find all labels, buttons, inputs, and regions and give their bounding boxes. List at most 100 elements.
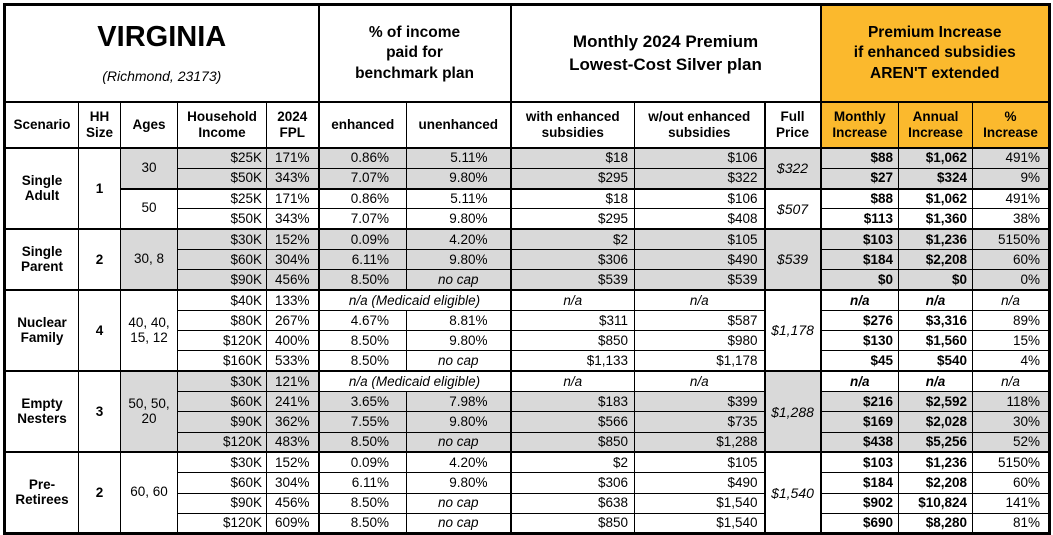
cell-fpl: 241% bbox=[266, 391, 319, 413]
cell-annual-increase: $324 bbox=[898, 167, 973, 190]
cell-fpl: 304% bbox=[266, 472, 319, 494]
cell-income: $30K bbox=[177, 370, 267, 393]
cell-pct-unenhanced: 5.11% bbox=[406, 147, 511, 169]
cell-income: $50K bbox=[177, 167, 267, 190]
cell-fpl: 400% bbox=[266, 330, 319, 352]
cell-pct-enhanced: 6.11% bbox=[317, 248, 407, 271]
cell-pct-enhanced: 8.50% bbox=[317, 492, 407, 514]
cell-annual-increase: $5,256 bbox=[898, 431, 973, 453]
cell-monthly-increase: $438 bbox=[820, 431, 899, 453]
cell-pct-unenhanced: 4.20% bbox=[406, 451, 511, 474]
cell-pct-unenhanced: no cap bbox=[406, 512, 511, 535]
cell-fpl: 483% bbox=[266, 431, 319, 453]
cell-premium-without: n/a bbox=[634, 370, 765, 393]
cell-premium-without: $408 bbox=[634, 208, 765, 230]
cell-pct-increase: 38% bbox=[972, 208, 1050, 230]
cell-pct-unenhanced: 9.80% bbox=[406, 208, 511, 230]
cell-premium-with: $850 bbox=[509, 431, 635, 453]
cell-premium-with: $539 bbox=[509, 269, 635, 291]
cell-annual-increase: $1,062 bbox=[898, 187, 973, 210]
cell-annual-increase: $2,592 bbox=[898, 391, 973, 413]
cell-fpl: 171% bbox=[266, 187, 319, 210]
cell-pct-enhanced: 0.09% bbox=[317, 451, 407, 474]
cell-annual-increase: $540 bbox=[898, 350, 973, 372]
cell-scenario: Nuclear Family bbox=[4, 289, 79, 372]
cell-income: $50K bbox=[177, 208, 267, 230]
cell-premium-without: $539 bbox=[634, 269, 765, 291]
cell-premium-with: $18 bbox=[509, 187, 635, 210]
table-title-cell: VIRGINIA (Richmond, 23173) bbox=[4, 4, 319, 103]
cell-scenario: Pre- Retirees bbox=[4, 451, 79, 535]
cell-pct-increase: 0% bbox=[972, 269, 1050, 291]
cell-fpl: 362% bbox=[266, 411, 319, 433]
cell-monthly-increase: $103 bbox=[820, 228, 899, 250]
state-subtitle: (Richmond, 23173) bbox=[102, 68, 222, 85]
cell-annual-increase: $8,280 bbox=[898, 512, 973, 535]
cell-premium-without: $1,540 bbox=[634, 492, 765, 514]
cell-annual-increase: $3,316 bbox=[898, 309, 973, 332]
cell-pct-increase: 60% bbox=[972, 472, 1050, 494]
cell-premium-without: n/a bbox=[634, 289, 765, 311]
cell-full-price: $507 bbox=[763, 187, 822, 230]
cell-pct-enhanced: 8.50% bbox=[317, 350, 407, 372]
cell-premium-with: $295 bbox=[509, 167, 635, 190]
cell-pct-increase: 30% bbox=[972, 411, 1050, 433]
table-row: $120K 483% 8.50% no cap $850 $1,288 $438 $5,256… bbox=[5, 431, 1050, 453]
cell-pct-enhanced: 6.11% bbox=[317, 472, 407, 494]
cell-premium-without: $105 bbox=[634, 451, 765, 474]
cell-medicaid-note: n/a (Medicaid eligible) bbox=[317, 370, 511, 393]
cell-pct-enhanced: 8.50% bbox=[317, 330, 407, 352]
col-header-full-price: Full Price bbox=[763, 101, 822, 149]
cell-scenario: Single Adult bbox=[4, 147, 79, 230]
cell-monthly-increase: $902 bbox=[820, 492, 899, 514]
cell-pct-unenhanced: 7.98% bbox=[406, 391, 511, 413]
cell-annual-increase: n/a bbox=[898, 370, 973, 393]
cell-monthly-increase: $690 bbox=[820, 512, 899, 535]
cell-income: $30K bbox=[177, 228, 267, 250]
cell-hh-size: 4 bbox=[78, 289, 121, 372]
cell-pct-increase: n/a bbox=[972, 289, 1050, 311]
page: { "colors": { "header_orange": "#FBB92D"… bbox=[0, 3, 1053, 535]
cell-monthly-increase: $27 bbox=[820, 167, 899, 190]
section-benchmark-header: % of income paid for benchmark plan bbox=[317, 4, 511, 103]
cell-pct-enhanced: 8.50% bbox=[317, 269, 407, 291]
cell-pct-enhanced: 7.07% bbox=[317, 167, 407, 190]
cell-pct-increase: 491% bbox=[972, 187, 1050, 210]
cell-income: $25K bbox=[177, 147, 267, 169]
cell-premium-with: $18 bbox=[509, 147, 635, 169]
cell-fpl: 343% bbox=[266, 167, 319, 190]
section-header-row: VIRGINIA (Richmond, 23173) % of income p… bbox=[4, 4, 1050, 103]
cell-ages: 50, 50, 20 bbox=[120, 370, 178, 453]
cell-fpl: 121% bbox=[266, 370, 319, 393]
cell-fpl: 609% bbox=[266, 512, 319, 535]
cell-full-price: $1,178 bbox=[763, 289, 822, 372]
cell-pct-increase: 15% bbox=[972, 330, 1050, 352]
cell-premium-with: $183 bbox=[509, 391, 635, 413]
cell-pct-enhanced: 0.86% bbox=[317, 187, 407, 210]
cell-premium-with: $295 bbox=[509, 208, 635, 230]
cell-full-price: $1,288 bbox=[763, 370, 822, 453]
cell-pct-enhanced: 3.65% bbox=[317, 391, 407, 413]
cell-income: $80K bbox=[177, 309, 267, 332]
cell-pct-increase: 491% bbox=[972, 147, 1050, 169]
col-header-pct-increase: % Increase bbox=[972, 101, 1050, 149]
cell-annual-increase: $2,208 bbox=[898, 472, 973, 494]
cell-fpl: 152% bbox=[266, 451, 319, 474]
cell-monthly-increase: $113 bbox=[820, 208, 899, 230]
cell-pct-unenhanced: no cap bbox=[406, 269, 511, 291]
cell-income: $60K bbox=[177, 248, 267, 271]
col-header-fpl: 2024 FPL bbox=[266, 101, 319, 149]
cell-fpl: 343% bbox=[266, 208, 319, 230]
cell-monthly-increase: n/a bbox=[820, 289, 899, 311]
cell-hh-size: 1 bbox=[78, 147, 121, 230]
cell-premium-with: n/a bbox=[509, 370, 635, 393]
cell-pct-increase: 81% bbox=[972, 512, 1050, 535]
cell-medicaid-note: n/a (Medicaid eligible) bbox=[317, 289, 511, 311]
cell-pct-unenhanced: 4.20% bbox=[406, 228, 511, 250]
cell-income: $25K bbox=[177, 187, 267, 210]
cell-pct-increase: 52% bbox=[972, 431, 1050, 453]
cell-pct-increase: n/a bbox=[972, 370, 1050, 393]
cell-full-price: $322 bbox=[763, 147, 822, 190]
cell-pct-enhanced: 0.86% bbox=[317, 147, 407, 169]
cell-hh-size: 3 bbox=[78, 370, 121, 453]
